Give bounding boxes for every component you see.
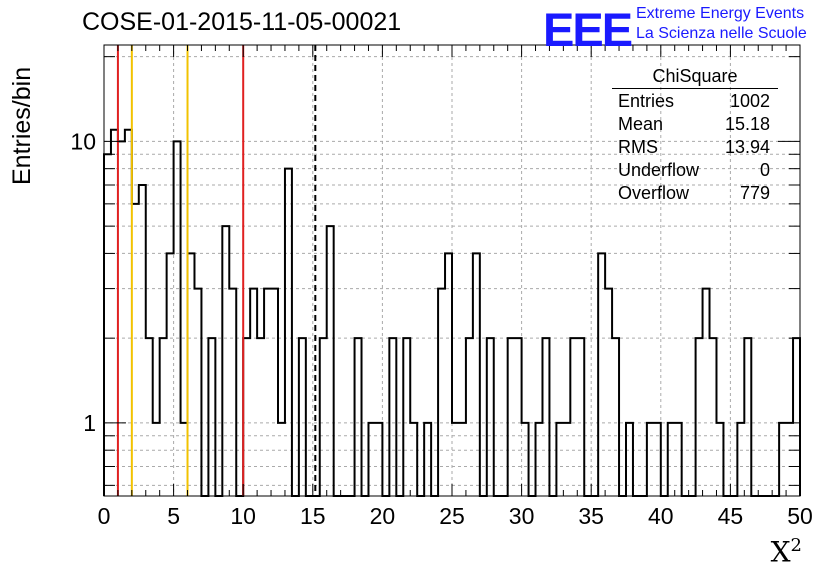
logo-line-2: La Scienza nelle Scuole bbox=[636, 25, 807, 42]
stats-row: RMS 13.94 bbox=[618, 137, 770, 157]
x-tick-label: 45 bbox=[718, 503, 744, 529]
x-tick-label: 0 bbox=[98, 503, 111, 529]
stats-row: Entries 1002 bbox=[618, 91, 770, 111]
stats-row: Underflow 0 bbox=[618, 160, 770, 180]
y-axis-label: Entries/bin bbox=[8, 66, 36, 185]
x-tick-label: 15 bbox=[300, 503, 326, 529]
stats-row: Overflow 779 bbox=[618, 183, 770, 203]
x-tick-label: 20 bbox=[370, 503, 396, 529]
x-tick-label: 50 bbox=[787, 503, 813, 529]
x-tick-label: 40 bbox=[648, 503, 674, 529]
y-tick-label: 1 bbox=[83, 410, 96, 436]
x-tick-label: 30 bbox=[509, 503, 535, 529]
eee-logo: EEE bbox=[543, 3, 633, 56]
x-tick-label: 10 bbox=[230, 503, 256, 529]
stats-box: ChiSquare Entries 1002 Mean 15.18 RMS 13.94… bbox=[612, 66, 778, 205]
x-axis-label: X2 bbox=[770, 535, 802, 569]
logo-line-1: Extreme Energy Events bbox=[636, 5, 805, 22]
x-tick-label: 25 bbox=[439, 503, 465, 529]
stats-row: Mean 15.18 bbox=[618, 114, 770, 134]
y-tick-label: 10 bbox=[70, 128, 96, 154]
x-tick-label: 5 bbox=[167, 503, 180, 529]
stats-header: ChiSquare bbox=[612, 66, 778, 89]
chart-title: COSE-01-2015-11-05-00021 bbox=[82, 8, 402, 36]
x-tick-label: 35 bbox=[578, 503, 604, 529]
